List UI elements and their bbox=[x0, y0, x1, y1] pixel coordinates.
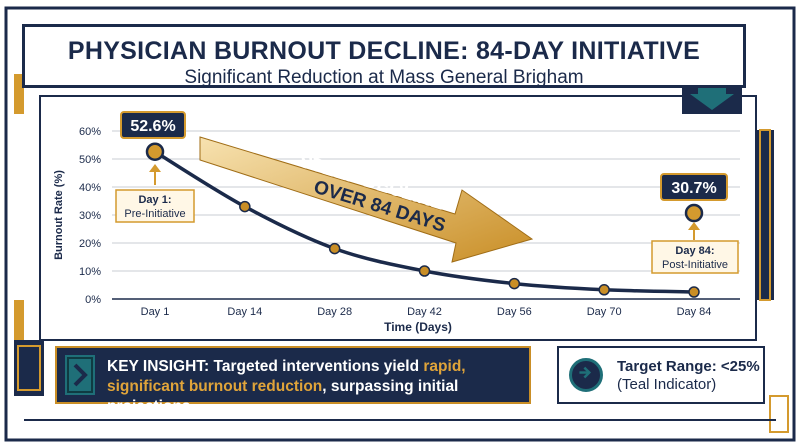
insight-part1: Targeted interventions yield bbox=[213, 358, 424, 375]
insight-prefix: KEY INSIGHT: bbox=[107, 358, 214, 375]
target-range-text: Target Range: <25% (Teal Indicator) bbox=[617, 358, 760, 394]
x-tick-label: Day 28 bbox=[317, 306, 352, 318]
data-point bbox=[328, 242, 341, 255]
x-tick-label: Day 84 bbox=[677, 306, 712, 318]
end-value-label: 30.7% bbox=[671, 180, 716, 197]
end-caption-line2: Post-Initiative bbox=[662, 259, 728, 271]
target-range-note: (Teal Indicator) bbox=[617, 376, 717, 393]
y-tick-label: 60% bbox=[79, 126, 101, 138]
end-caption-line1: Day 84: bbox=[675, 245, 714, 257]
page-title: PHYSICIAN BURNOUT DECLINE: 84-DAY INITIA… bbox=[67, 37, 701, 65]
arrow-right-circle-icon bbox=[569, 358, 603, 392]
data-point bbox=[145, 142, 165, 161]
data-point bbox=[418, 265, 431, 277]
y-tick-label: 0% bbox=[85, 294, 101, 306]
highlight-data-point bbox=[684, 203, 704, 223]
x-axis-title: Time (Days) bbox=[384, 320, 452, 334]
end-value-badge bbox=[660, 173, 728, 201]
data-point bbox=[688, 286, 700, 298]
start-caption-line1: Day 1: bbox=[138, 194, 171, 206]
data-point bbox=[508, 277, 521, 290]
target-range-panel: Target Range: <25% (Teal Indicator) bbox=[557, 346, 765, 404]
x-tick-label: Day 42 bbox=[407, 306, 442, 318]
y-axis-title: Burnout Rate (%) bbox=[53, 170, 65, 260]
x-tick-label: Day 1 bbox=[141, 306, 170, 318]
key-insight-text: KEY INSIGHT: Targeted interventions yiel… bbox=[107, 357, 527, 417]
y-tick-label: 50% bbox=[79, 154, 101, 166]
page-subtitle: Significant Reduction at Mass General Br… bbox=[184, 67, 584, 88]
start-caption-line2: Pre-Initiative bbox=[124, 208, 185, 220]
annotation-layer: 52.6% Day 1: Pre-Initiative 30.7% Day 84… bbox=[115, 111, 739, 274]
key-insight-panel: KEY INSIGHT: Targeted interventions yiel… bbox=[55, 346, 531, 415]
y-tick-label: 20% bbox=[79, 238, 101, 250]
insight-highlight2: significant burnout reduction bbox=[107, 378, 323, 395]
y-tick-label: 30% bbox=[79, 210, 101, 222]
x-tick-label: Day 14 bbox=[227, 306, 262, 318]
title-box: PHYSICIAN BURNOUT DECLINE: 84-DAY INITIA… bbox=[22, 24, 746, 88]
start-caption-box bbox=[115, 189, 195, 223]
grid-layer: 0% 10% 20% 30% 40% 50% 60% Day 1 Day 14 Day 28 Day… bbox=[79, 126, 740, 318]
x-tick-label: Day 56 bbox=[497, 306, 532, 318]
data-point bbox=[239, 200, 251, 213]
start-value-label: 52.6% bbox=[130, 118, 175, 135]
end-caption-box bbox=[651, 240, 739, 274]
series-layer bbox=[145, 142, 704, 298]
chevron-right-icon bbox=[65, 355, 95, 395]
y-tick-label: 10% bbox=[79, 266, 101, 278]
x-tick-label: Day 70 bbox=[587, 306, 622, 318]
insight-highlight1: rapid, bbox=[423, 358, 466, 375]
y-tick-label: 40% bbox=[79, 182, 101, 194]
insight-part2: , surpassing initial projections. bbox=[107, 378, 459, 415]
data-point bbox=[598, 284, 610, 296]
start-value-badge bbox=[120, 111, 186, 139]
target-range-label: Target Range: <25% bbox=[617, 358, 760, 375]
